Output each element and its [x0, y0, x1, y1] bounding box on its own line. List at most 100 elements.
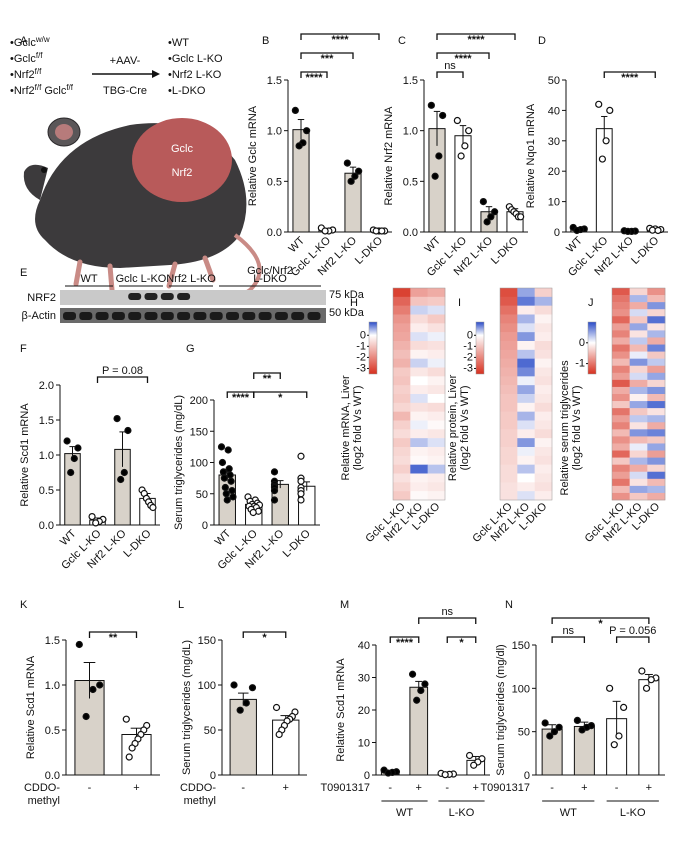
data-point	[125, 753, 133, 761]
genotype: •Gclcw/w	[10, 35, 50, 50]
heatmap-cell	[534, 420, 553, 430]
data-point	[517, 213, 525, 221]
significance-bracket	[551, 617, 650, 624]
y-tick-label: 100	[198, 680, 216, 692]
y-tick-label: 150	[198, 635, 216, 647]
actin-band	[111, 312, 125, 320]
significance-bracket	[300, 52, 354, 59]
data-point	[573, 716, 581, 725]
significance-bracket	[436, 33, 516, 40]
heatmap-cell	[629, 323, 648, 331]
actin-band	[95, 312, 109, 320]
heatmap-cell	[647, 401, 666, 409]
genotype: •Nrf2f/f	[10, 67, 42, 82]
x-tick-label: -	[445, 782, 449, 794]
heatmap-cell	[393, 367, 411, 377]
x-tick-label: L-DKO	[489, 234, 522, 267]
colorbar-tick-label: 0	[467, 329, 473, 341]
heatmap-cell	[612, 471, 630, 480]
colorbar-tick-label: -2	[463, 351, 473, 363]
actin-band	[226, 312, 239, 320]
heatmap-cell	[612, 422, 630, 430]
panel-letter: M	[340, 599, 349, 611]
colorbar	[587, 321, 597, 375]
panel-letter: N	[505, 599, 513, 611]
x-tick-label: WT	[213, 527, 234, 548]
heatmap-cell	[647, 337, 666, 345]
x-tick-label: -	[550, 782, 554, 794]
panel-letter: E	[20, 267, 27, 279]
heatmap-cell	[500, 358, 518, 368]
significance-bracket	[389, 636, 420, 643]
blot-row-label: NRF2	[27, 292, 56, 304]
heatmap-cell	[534, 305, 553, 315]
significance-label: *	[598, 618, 603, 630]
heatmap-cell	[629, 443, 648, 451]
y-axis-label: Relative mRNA, Liver	[340, 375, 352, 480]
actin-band	[177, 312, 191, 320]
y-axis-label: Relative serum triglycerides	[559, 360, 571, 496]
y-tick-label: 30	[358, 673, 370, 685]
data-point	[355, 167, 363, 175]
data-point	[642, 684, 651, 692]
heatmap-cell	[647, 351, 666, 359]
heatmap-cell	[427, 376, 446, 386]
heatmap-cell	[410, 420, 428, 430]
data-point	[113, 415, 121, 423]
heatmap-cell	[427, 314, 446, 324]
heatmap-cell	[410, 332, 428, 342]
heatmap-cell	[534, 349, 553, 359]
x-tick-label: -	[615, 782, 619, 794]
blot-group: Nrf2 L-KO	[166, 273, 216, 285]
heatmap-cell	[612, 302, 630, 310]
heatmap-cell	[410, 447, 428, 457]
y-tick-label: 0	[554, 227, 560, 239]
heatmap-cell	[534, 438, 553, 448]
data-point	[89, 685, 97, 694]
data-point	[615, 732, 623, 740]
group-label: WT	[560, 807, 577, 819]
heatmap-cell	[647, 344, 666, 352]
significance-bracket	[242, 631, 287, 638]
data-point	[297, 477, 305, 485]
heatmap-cell	[647, 288, 666, 296]
heatmap-cell	[534, 491, 553, 501]
significance-bracket	[446, 636, 477, 643]
mouse-group: •Gclc L-KO	[168, 53, 223, 65]
panel-letter: L	[178, 599, 184, 611]
actin-band	[63, 312, 76, 320]
heatmap-cell	[612, 337, 630, 345]
data-point	[435, 152, 443, 160]
heatmap-cell	[612, 386, 630, 395]
data-point	[378, 227, 386, 235]
heatmap-frame	[499, 287, 553, 501]
y-tick-label: 10	[548, 197, 560, 209]
y-axis-label: Relative Scd1 mRNA	[19, 403, 31, 507]
actin-band	[242, 312, 256, 320]
data-point	[457, 152, 465, 160]
heatmap-cell	[612, 485, 630, 494]
data-point	[461, 142, 469, 150]
y-tick-label: 40	[358, 640, 370, 652]
heatmap-cell	[629, 365, 648, 374]
blot-group: L-DKO	[253, 273, 287, 285]
y-tick-label: 1.5	[403, 75, 418, 87]
y-tick-label: 200	[190, 395, 208, 407]
heatmap-cell	[500, 296, 518, 306]
heatmap-cell	[500, 447, 518, 457]
data-point	[550, 728, 559, 736]
heatmap-cell	[500, 402, 518, 412]
data-point	[546, 732, 554, 740]
heatmap-cell	[517, 429, 535, 439]
heatmap-cell	[427, 305, 446, 315]
data-point	[321, 227, 329, 235]
group-label: L-KO	[449, 807, 475, 819]
heatmap-cell	[534, 367, 553, 377]
data-point	[221, 483, 229, 492]
heatmap-cell	[500, 367, 518, 377]
data-point	[555, 723, 563, 731]
heatmap-cell	[393, 473, 411, 483]
genotype: •Gclcf/f	[10, 51, 43, 66]
heatmap-cell	[647, 309, 666, 317]
heatmap-cell	[612, 316, 630, 324]
